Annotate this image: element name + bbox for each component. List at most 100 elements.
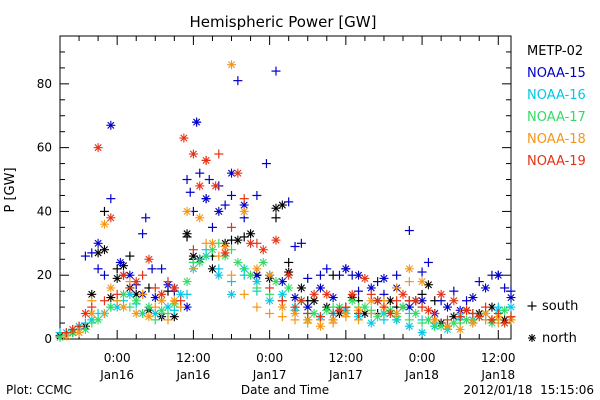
north-point xyxy=(265,270,275,280)
north-marker-arm xyxy=(234,169,242,177)
north-marker-arm xyxy=(374,313,382,321)
south-point xyxy=(303,273,313,283)
north-point xyxy=(411,296,421,306)
south-point xyxy=(442,315,452,325)
north-point xyxy=(201,155,211,165)
north-point xyxy=(214,270,224,280)
north-marker-arm xyxy=(412,309,420,318)
south-point xyxy=(392,296,402,306)
north-marker-arm xyxy=(450,313,458,321)
south-point xyxy=(87,248,97,258)
north-marker-arm xyxy=(183,230,191,238)
north-marker-arm xyxy=(386,297,394,305)
north-marker-arm xyxy=(431,316,439,324)
north-point xyxy=(334,305,344,315)
north-marker-arm xyxy=(170,284,178,292)
south-point xyxy=(277,312,287,322)
north-marker-arm xyxy=(342,265,350,273)
north-marker-arm xyxy=(323,290,331,298)
north-marker-arm xyxy=(488,316,496,324)
north-marker-arm xyxy=(507,303,515,311)
north-marker-arm xyxy=(405,303,413,311)
south-point xyxy=(500,283,510,293)
north-marker-arm xyxy=(367,284,375,292)
south-point xyxy=(261,159,271,169)
north-point xyxy=(360,302,370,312)
north-point xyxy=(195,213,205,223)
north-point xyxy=(506,293,516,303)
north-point xyxy=(423,280,433,290)
south-point xyxy=(328,308,338,318)
north-marker-arm xyxy=(170,297,178,305)
north-marker-arm xyxy=(323,306,331,314)
north-marker-arm xyxy=(227,61,236,69)
north-marker-arm xyxy=(158,297,166,305)
south-point xyxy=(354,286,364,296)
north-point xyxy=(227,289,237,299)
north-marker-arm xyxy=(342,309,350,318)
north-point xyxy=(182,277,192,287)
south-point xyxy=(265,308,275,318)
north-point xyxy=(398,302,408,312)
north-point xyxy=(106,120,116,130)
north-marker-arm xyxy=(158,306,166,314)
marker-legend-label: north xyxy=(542,331,577,346)
north-marker-arm xyxy=(393,309,401,318)
south-point xyxy=(74,321,84,331)
north-marker-arm xyxy=(297,284,305,292)
south-point xyxy=(227,245,237,255)
north-marker-arm xyxy=(361,274,369,282)
north-point xyxy=(99,245,109,255)
north-marker-arm xyxy=(348,290,356,298)
north-marker-arm xyxy=(310,309,318,318)
north-marker-arm xyxy=(386,309,394,318)
y-tick-label: 60 xyxy=(37,141,52,155)
south-point xyxy=(468,308,478,318)
north-marker-arm xyxy=(405,265,413,273)
north-marker-arm xyxy=(145,313,153,321)
north-marker-arm xyxy=(469,293,477,302)
north-point xyxy=(449,296,459,306)
north-point xyxy=(182,206,192,216)
north-marker-arm xyxy=(266,271,274,279)
south-point xyxy=(354,308,364,318)
north-point xyxy=(112,273,122,283)
north-marker-arm xyxy=(266,297,274,305)
north-point xyxy=(220,248,230,258)
south-point xyxy=(303,308,313,318)
north-marker-arm xyxy=(94,239,102,247)
south-point xyxy=(239,232,249,242)
south-point xyxy=(239,289,249,299)
south-point xyxy=(322,264,332,274)
north-marker-arm xyxy=(158,290,166,298)
south-point xyxy=(227,270,237,280)
north-point xyxy=(468,318,478,328)
north-marker-arm xyxy=(208,239,217,247)
north-marker-arm xyxy=(119,303,128,311)
north-marker-arm xyxy=(107,214,115,222)
north-marker-arm xyxy=(107,284,115,292)
north-point xyxy=(347,289,357,299)
north-point xyxy=(481,283,491,293)
x-axis: 0:00 Jan16 12:00 Jan16 0:00 Jan17 12:00 Jan17 0:… xyxy=(78,36,516,382)
north-marker-arm xyxy=(424,306,432,314)
north-point xyxy=(214,206,224,216)
north-marker-arm xyxy=(374,297,382,305)
south-point xyxy=(252,302,262,312)
north-marker-arm xyxy=(285,271,293,279)
north-marker-arm xyxy=(132,309,140,318)
north-marker-arm xyxy=(443,303,452,311)
north-marker-arm xyxy=(81,325,89,334)
south-point xyxy=(99,206,109,216)
north-marker-arm xyxy=(412,297,420,305)
south-point xyxy=(417,302,427,312)
south-point xyxy=(423,257,433,267)
north-marker-arm xyxy=(88,309,96,318)
north-marker-arm xyxy=(119,271,128,279)
north-point xyxy=(277,200,287,210)
north-marker-arm xyxy=(272,278,280,286)
series-noaa-15 xyxy=(80,66,516,318)
north-point xyxy=(373,312,383,322)
south-point xyxy=(182,175,192,185)
